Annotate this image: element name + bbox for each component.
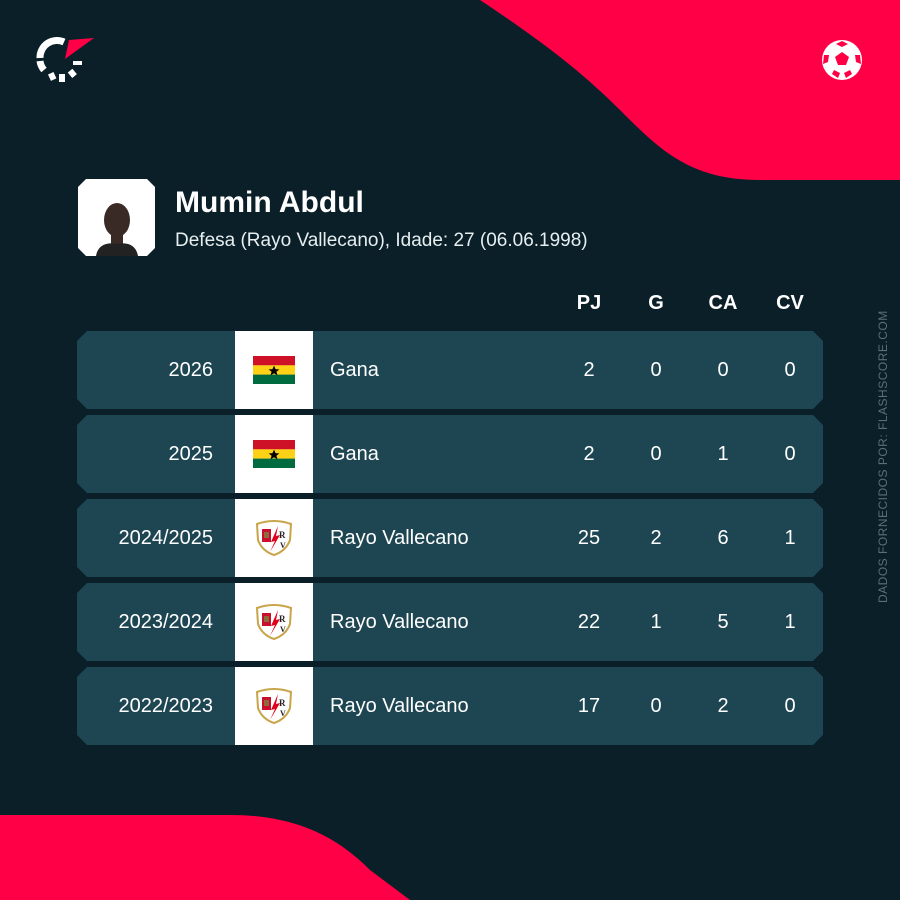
svg-text:V: V (280, 709, 286, 718)
column-header-cv: CV (776, 292, 804, 314)
stat-cv: 1 (784, 527, 796, 549)
stat-pj: 25 (577, 527, 601, 549)
ghana-flag-icon (253, 356, 295, 384)
stat-pj: 2 (583, 443, 595, 465)
stat-pj: 2 (583, 359, 595, 381)
team-name: Rayo Vallecano (330, 611, 469, 633)
ghana-flag-icon (253, 440, 295, 468)
stat-ca: 5 (717, 611, 729, 633)
team-name: Gana (330, 359, 379, 381)
player-portrait (95, 203, 138, 256)
season: 2023/2024 (118, 611, 213, 633)
player-details: Defesa (Rayo Vallecano), Idade: 27 (06.0… (175, 230, 588, 251)
stats-row: 2023/2024 R V Rayo Vallecano 22 1 5 1 (77, 583, 823, 661)
stat-g: 0 (650, 359, 662, 381)
team-name: Gana (330, 443, 379, 465)
svg-text:R: R (279, 530, 286, 540)
team-name: Rayo Vallecano (330, 527, 469, 549)
bottom-left-accent-shape (0, 815, 410, 900)
season: 2022/2023 (118, 695, 213, 717)
stat-g: 1 (650, 611, 662, 633)
stats-row: 2024/2025 R V Rayo Vallecano 25 2 6 1 (77, 499, 823, 577)
svg-text:V: V (280, 541, 286, 550)
stat-cv: 0 (784, 443, 796, 465)
svg-text:V: V (280, 625, 286, 634)
stat-cv: 0 (784, 695, 796, 717)
stat-g: 2 (650, 527, 662, 549)
team-crest (235, 415, 313, 493)
svg-text:R: R (279, 614, 286, 624)
column-header-g: G (648, 292, 664, 314)
stat-cv: 1 (784, 611, 796, 633)
data-credit: DADOS FORNECIDOS POR: FLASHSCORE.COM (876, 310, 890, 603)
svg-text:R: R (279, 698, 286, 708)
player-photo (78, 179, 155, 256)
stat-ca: 2 (717, 695, 729, 717)
stat-ca: 6 (717, 527, 729, 549)
rayo-vallecano-crest-icon: RV (255, 688, 293, 724)
stat-cv: 0 (784, 359, 796, 381)
stat-pj: 22 (577, 611, 601, 633)
flashscore-logo (36, 37, 94, 82)
season: 2025 (168, 443, 214, 465)
team-crest (235, 331, 313, 409)
team-name: Rayo Vallecano (330, 695, 469, 717)
stat-g: 0 (650, 443, 662, 465)
stats-row: 2022/2023 R V Rayo Vallecano 17 0 2 0 (77, 667, 823, 745)
football-icon (822, 40, 862, 80)
stat-ca: 0 (717, 359, 729, 381)
column-header-ca: CA (708, 292, 738, 314)
stat-ca: 1 (717, 443, 729, 465)
rayo-vallecano-crest-icon: RV (255, 520, 293, 556)
player-name: Mumin Abdul (175, 186, 364, 219)
top-right-accent-shape (480, 0, 900, 180)
stat-g: 0 (650, 695, 662, 717)
stat-pj: 17 (577, 695, 601, 717)
rayo-vallecano-crest-icon: RV (255, 604, 293, 640)
column-header-pj: PJ (576, 292, 602, 314)
stats-row: 2025 Gana 2 0 1 0 (77, 415, 823, 493)
season: 2026 (168, 359, 214, 381)
stats-row: 2026 Gana 2 0 0 0 (77, 331, 823, 409)
season: 2024/2025 (118, 527, 213, 549)
